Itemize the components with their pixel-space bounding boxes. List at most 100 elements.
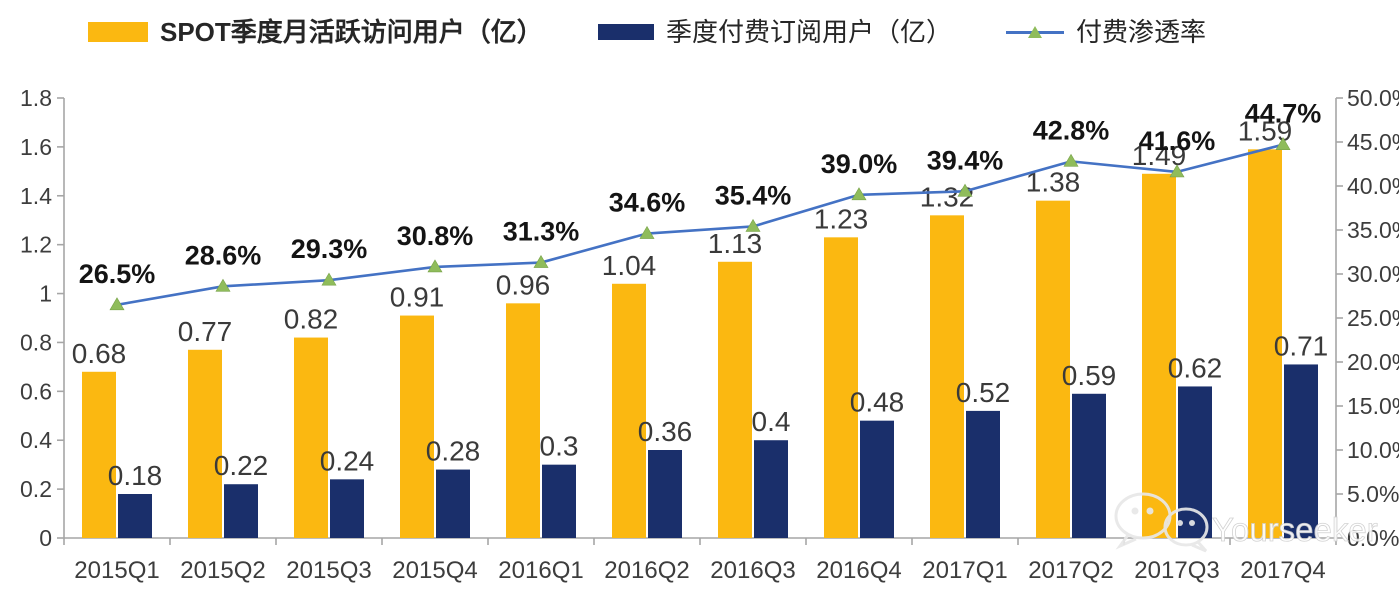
wechat-eye <box>1189 520 1195 526</box>
subscriber-value-label: 0.48 <box>850 387 905 418</box>
subscriber-value-label: 0.71 <box>1274 330 1329 361</box>
mau-bar <box>1142 173 1176 538</box>
left-tick-label: 0.8 <box>20 329 52 355</box>
legend-item-penetration: 付费渗透率 <box>1006 18 1206 46</box>
left-tick-label: 1.2 <box>20 232 52 258</box>
subscriber-value-label: 0.24 <box>320 445 375 476</box>
subscriber-bar <box>966 410 1000 538</box>
x-axis-label: 2017Q2 <box>1028 557 1113 584</box>
mau-bar <box>400 315 434 538</box>
subscriber-value-label: 0.62 <box>1168 352 1223 383</box>
mau-bar <box>188 349 222 538</box>
penetration-line <box>116 143 1284 307</box>
penetration-label: 29.3% <box>291 234 368 264</box>
penetration-label: 31.3% <box>503 217 580 247</box>
right-tick-label: 10.0% <box>1347 437 1399 463</box>
penetration-marker <box>533 254 549 268</box>
left-tick-label: 0.6 <box>20 378 52 404</box>
subscriber-bar <box>330 479 364 538</box>
mau-legend-swatch <box>88 22 148 42</box>
right-tick-label: 15.0% <box>1347 393 1399 419</box>
left-tick-label: 1 <box>39 281 52 307</box>
mau-bar <box>1248 149 1282 539</box>
mau-value-label: 0.91 <box>390 282 445 313</box>
triangle-marker-icon <box>1028 25 1042 38</box>
subscriber-value-label: 0.28 <box>426 436 481 467</box>
wechat-eye <box>1177 520 1183 526</box>
subscriber-value-label: 0.18 <box>108 460 163 491</box>
subscriber-value-label: 0.4 <box>752 406 791 437</box>
penetration-label: 30.8% <box>397 221 474 251</box>
x-axis-label: 2016Q3 <box>710 557 795 584</box>
subscriber-bar <box>754 440 788 538</box>
mau-bar <box>506 303 540 538</box>
wechat-eye <box>1146 507 1154 515</box>
watermark-text: Yourseeker <box>1212 511 1378 548</box>
mau-bar <box>1036 200 1070 538</box>
penetration-legend-label: 付费渗透率 <box>1076 17 1207 47</box>
right-tick-label: 30.0% <box>1347 261 1399 287</box>
subscriber-value-label: 0.52 <box>956 377 1011 408</box>
penetration-label: 28.6% <box>185 240 262 270</box>
x-axis-label: 2017Q4 <box>1240 557 1325 584</box>
penetration-marker <box>109 297 125 311</box>
mau-value-label: 0.82 <box>284 304 339 335</box>
penetration-marker <box>321 272 337 286</box>
mau-value-label: 0.77 <box>178 316 233 347</box>
mau-bar <box>718 261 752 538</box>
penetration-label: 26.5% <box>79 259 156 289</box>
left-tick-label: 0.4 <box>20 427 52 453</box>
right-tick-label: 25.0% <box>1347 305 1399 331</box>
mau-bar <box>612 283 646 538</box>
subscriber-bar <box>542 464 576 538</box>
penetration-label: 42.8% <box>1033 115 1110 145</box>
left-tick-label: 1.6 <box>20 134 52 160</box>
mau-value-label: 0.96 <box>496 269 551 300</box>
penetration-legend-line <box>1006 25 1064 38</box>
mau-value-label: 0.68 <box>72 338 127 369</box>
legend-item-mau: SPOT季度月活跃访问用户（亿） <box>88 18 543 46</box>
subscriber-bar <box>1284 364 1318 538</box>
right-tick-label: 50.0% <box>1347 85 1399 111</box>
wechat-bubble-small <box>1163 507 1209 547</box>
mau-bar <box>82 371 116 538</box>
left-tick-label: 0.2 <box>20 476 52 502</box>
penetration-label: 34.6% <box>609 188 686 218</box>
subscriber-bar <box>1178 386 1212 538</box>
penetration-marker <box>427 259 443 273</box>
x-axis-label: 2015Q1 <box>74 557 159 584</box>
x-axis-label: 2017Q1 <box>922 557 1007 584</box>
mau-bar <box>294 337 328 538</box>
subscriber-bar <box>118 494 152 538</box>
subscriber-bar <box>860 420 894 538</box>
penetration-label: 44.7% <box>1245 99 1322 129</box>
penetration-label: 39.0% <box>821 149 898 179</box>
subscriber-value-label: 0.3 <box>540 431 579 462</box>
penetration-marker <box>639 225 655 239</box>
subscribers-legend-swatch <box>598 24 654 40</box>
right-tick-label: 5.0% <box>1347 481 1399 507</box>
mau-value-label: 1.13 <box>708 228 763 259</box>
subscribers-legend-label: 季度付费订阅用户（亿） <box>666 17 953 47</box>
penetration-marker <box>215 278 231 292</box>
mau-bar <box>930 215 964 539</box>
penetration-marker <box>1063 153 1079 167</box>
legend-item-subscribers: 季度付费订阅用户（亿） <box>598 18 952 46</box>
x-axis-label: 2017Q3 <box>1134 557 1219 584</box>
penetration-marker <box>851 187 867 201</box>
penetration-marker <box>1275 137 1291 150</box>
subscriber-bar <box>648 450 682 538</box>
wechat-icon <box>1114 492 1209 553</box>
right-tick-label: 0.0% <box>1347 525 1399 551</box>
mau-value-label: 1.23 <box>814 203 869 234</box>
wechat-bubble-large-tail <box>1115 534 1137 550</box>
subscriber-bar <box>436 469 470 538</box>
x-axis-label: 2016Q4 <box>816 557 901 584</box>
wechat-eye <box>1131 507 1139 515</box>
left-tick-label: 1.4 <box>20 183 52 209</box>
mau-legend-label: SPOT季度月活跃访问用户（亿） <box>160 17 543 47</box>
penetration-label: 35.4% <box>715 180 792 210</box>
left-tick-label: 1.8 <box>20 85 52 111</box>
x-axis-label: 2015Q4 <box>392 557 477 584</box>
